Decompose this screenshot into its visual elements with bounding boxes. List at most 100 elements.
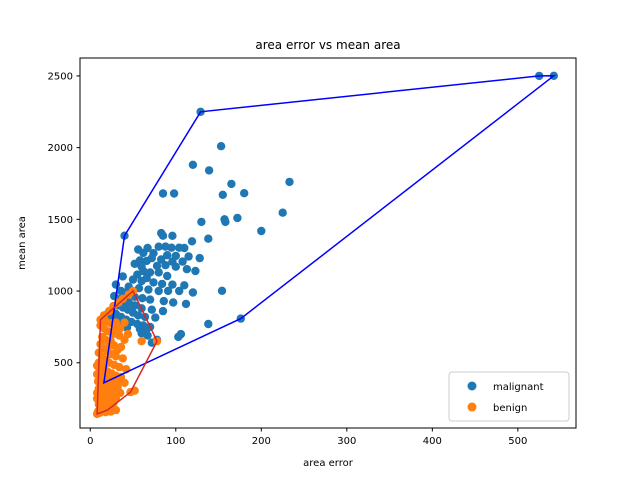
y-tick-label: 500	[54, 358, 73, 369]
y-axis-ticks: 500 1000 1500 2000 2500	[48, 71, 80, 369]
point-malignant	[163, 251, 172, 260]
point-malignant	[158, 231, 168, 240]
point-malignant	[182, 265, 192, 274]
point-malignant	[188, 160, 198, 169]
hull-layer	[96, 75, 557, 415]
point-malignant	[169, 189, 179, 198]
y-tick-label: 1500	[48, 215, 73, 226]
point-malignant	[149, 278, 158, 287]
point-malignant	[130, 259, 139, 268]
x-tick-label: 0	[87, 436, 93, 447]
point-malignant	[158, 306, 168, 316]
hull-benign	[96, 289, 158, 415]
point-malignant	[174, 332, 183, 342]
chart-title: area error vs mean area	[255, 38, 400, 52]
point-malignant	[169, 298, 178, 307]
point-benign	[116, 324, 125, 333]
point-malignant	[144, 285, 153, 294]
point-malignant	[163, 271, 172, 281]
point-malignant	[187, 237, 197, 246]
point-benign	[120, 335, 129, 344]
y-tick-label: 2500	[48, 71, 73, 82]
series-benign	[92, 286, 162, 419]
point-malignant	[167, 243, 176, 252]
point-malignant	[118, 272, 128, 281]
point-malignant	[204, 234, 213, 243]
point-malignant	[154, 242, 163, 251]
point-malignant	[204, 166, 214, 175]
y-axis-label: mean area	[17, 216, 28, 270]
x-axis-ticks: 0 100 200 300 400 500	[87, 428, 527, 447]
point-malignant	[168, 231, 177, 240]
point-malignant	[218, 190, 227, 199]
point-malignant	[128, 275, 138, 284]
point-malignant	[180, 281, 189, 290]
point-malignant	[227, 179, 236, 189]
point-malignant	[197, 217, 206, 227]
legend: malignant benign	[448, 371, 570, 422]
point-malignant	[151, 313, 160, 322]
point-malignant	[163, 286, 173, 296]
point-malignant	[285, 177, 294, 187]
plot-area-frame	[79, 57, 577, 429]
points-layer	[92, 71, 558, 419]
hull-malignant	[102, 75, 557, 385]
x-tick-label: 500	[508, 436, 527, 447]
point-malignant	[157, 255, 166, 264]
point-malignant	[145, 295, 155, 304]
point-malignant	[240, 189, 249, 198]
legend-label-benign: benign	[493, 403, 527, 414]
point-malignant	[204, 319, 213, 329]
legend-marker-benign	[467, 402, 477, 412]
point-malignant	[154, 268, 163, 277]
legend-frame	[448, 371, 570, 422]
point-malignant	[134, 311, 143, 320]
point-malignant	[184, 252, 193, 261]
point-malignant	[158, 189, 168, 198]
point-malignant	[278, 208, 287, 217]
point-malignant	[216, 142, 226, 151]
y-tick-label: 2000	[48, 143, 73, 154]
point-malignant	[175, 286, 184, 296]
point-malignant	[137, 276, 146, 286]
point-malignant	[257, 226, 266, 236]
point-malignant	[221, 217, 230, 227]
point-malignant	[152, 261, 162, 271]
point-malignant	[233, 213, 242, 223]
point-malignant	[138, 294, 147, 303]
point-benign	[111, 405, 121, 415]
point-benign	[111, 318, 121, 327]
point-malignant	[157, 279, 167, 289]
point-malignant	[188, 288, 198, 297]
x-axis-label: area error	[303, 458, 354, 469]
legend-marker-malignant	[467, 381, 477, 391]
point-malignant	[147, 305, 156, 314]
y-tick-label: 1000	[48, 287, 73, 298]
point-malignant	[191, 266, 200, 276]
point-malignant	[154, 286, 163, 296]
point-malignant	[159, 296, 168, 306]
point-malignant	[147, 253, 156, 263]
x-tick-label: 400	[423, 436, 442, 447]
point-malignant	[178, 257, 187, 266]
legend-label-malignant: malignant	[493, 382, 544, 393]
point-malignant	[130, 301, 139, 310]
point-malignant	[139, 248, 148, 258]
point-malignant	[168, 280, 177, 289]
point-benign	[120, 318, 129, 327]
point-malignant	[143, 331, 152, 340]
x-tick-label: 200	[252, 436, 271, 447]
point-benign	[116, 388, 125, 398]
point-benign	[118, 354, 128, 363]
x-tick-label: 300	[337, 436, 356, 447]
point-benign	[137, 337, 146, 346]
point-malignant	[217, 286, 227, 295]
point-malignant	[180, 243, 189, 253]
point-benign	[113, 345, 122, 354]
point-malignant	[195, 253, 204, 263]
point-malignant	[181, 299, 191, 309]
point-benign	[115, 362, 124, 372]
point-benign	[120, 378, 129, 387]
point-malignant	[171, 262, 180, 271]
